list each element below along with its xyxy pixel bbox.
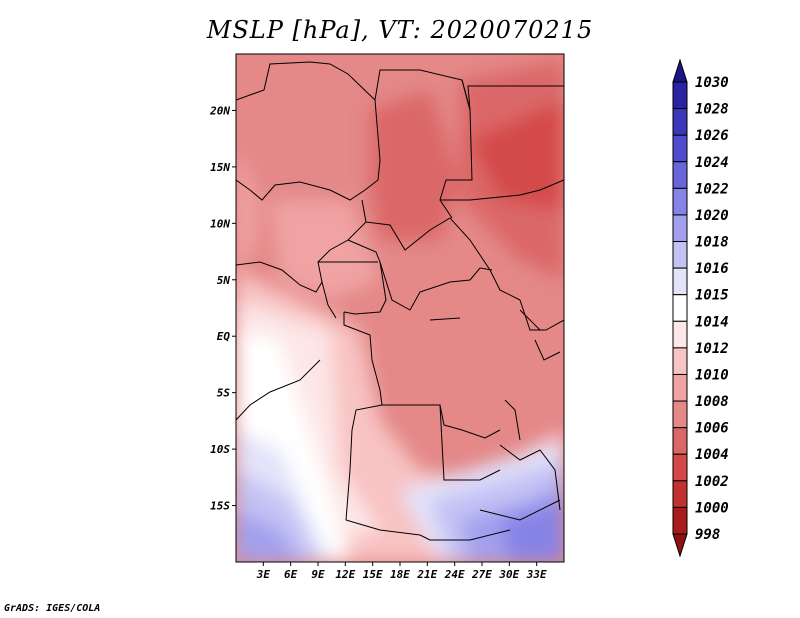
colorbar-swatch bbox=[672, 347, 688, 375]
colorbar-swatch bbox=[672, 161, 688, 189]
lon-tick-label: 12E bbox=[335, 568, 355, 581]
lon-tick-label: 3E bbox=[256, 568, 271, 581]
colorbar-swatch bbox=[672, 320, 688, 349]
colorbar-label: 998 bbox=[695, 527, 720, 543]
colorbar-swatch bbox=[672, 241, 688, 269]
map-title: MSLP [hPa], VT: 2020070215 bbox=[206, 16, 594, 44]
colorbar-swatch bbox=[672, 400, 688, 429]
lat-ticks: 20N 15N 10N 5N EQ 5S 10S 15S bbox=[209, 104, 236, 513]
lat-tick-label: 20N bbox=[209, 104, 230, 117]
lon-tick-label: 24E bbox=[444, 568, 465, 581]
colorbar-label: 1028 bbox=[695, 102, 729, 118]
colorbar-label: 1020 bbox=[695, 208, 729, 224]
colorbar-swatch bbox=[672, 480, 688, 508]
lon-tick-label: 21E bbox=[416, 568, 437, 581]
lat-tick-label: 5S bbox=[217, 387, 231, 400]
lat-tick-label: 15N bbox=[210, 161, 230, 174]
colorbar-label: 1008 bbox=[695, 394, 729, 410]
colorbar-top-triangle bbox=[672, 58, 688, 83]
lat-tick-label: 5N bbox=[217, 274, 231, 287]
colorbar-bottom-triangle bbox=[672, 533, 688, 558]
colorbar-label: 1004 bbox=[695, 447, 729, 463]
lon-tick-label: 27E bbox=[471, 568, 492, 581]
lat-tick-label: 10S bbox=[210, 443, 230, 456]
colorbar-swatch bbox=[672, 506, 688, 535]
colorbar-label: 1016 bbox=[695, 261, 729, 277]
colorbar-label: 1018 bbox=[695, 235, 729, 251]
colorbar-swatch bbox=[672, 214, 688, 243]
lon-tick-label: 33E bbox=[526, 568, 547, 581]
colorbar-swatch bbox=[672, 453, 688, 482]
boundaries bbox=[236, 61, 564, 541]
lon-tick-label: 6E bbox=[284, 568, 298, 581]
colorbar-label: 1010 bbox=[695, 367, 729, 383]
colorbar-label: 1022 bbox=[695, 181, 729, 197]
colorbar-swatch bbox=[672, 294, 688, 322]
lat-tick-label: 15S bbox=[210, 500, 230, 513]
colorbar-swatch bbox=[672, 187, 688, 216]
colorbar-label: 1024 bbox=[695, 155, 729, 171]
lon-tick-label: 30E bbox=[498, 568, 519, 581]
colorbar: 1030 1028 1026 1024 1022 1020 1018 1016 1015 1014… bbox=[672, 58, 729, 558]
colorbar-swatch bbox=[672, 108, 688, 136]
lon-tick-label: 9E bbox=[311, 568, 325, 581]
lat-tick-label: EQ bbox=[217, 330, 231, 343]
colorbar-swatch bbox=[672, 81, 688, 110]
colorbar-label: 1015 bbox=[695, 288, 729, 304]
colorbar-label: 1000 bbox=[695, 500, 729, 516]
lon-tick-label: 15E bbox=[363, 568, 383, 581]
colorbar-swatch bbox=[672, 134, 688, 163]
colorbar-label: 1006 bbox=[695, 421, 729, 437]
colorbar-swatch bbox=[672, 267, 688, 296]
colorbar-label: 1012 bbox=[695, 341, 729, 357]
colorbar-swatch bbox=[672, 427, 688, 455]
lon-ticks: 3E 6E 9E 12E 15E 18E 21E 24E 27E 30E 33E bbox=[256, 562, 547, 581]
lon-tick-label: 18E bbox=[390, 568, 410, 581]
grads-credit: GrADS: IGES/COLA bbox=[4, 603, 101, 614]
colorbar-label: 1002 bbox=[695, 474, 729, 490]
colorbar-label: 1030 bbox=[695, 75, 729, 91]
colorbar-label: 1014 bbox=[695, 314, 729, 330]
colorbar-swatch bbox=[672, 373, 688, 402]
pressure-field bbox=[236, 54, 564, 562]
lat-tick-label: 10N bbox=[210, 217, 230, 230]
colorbar-label: 1026 bbox=[695, 128, 729, 144]
